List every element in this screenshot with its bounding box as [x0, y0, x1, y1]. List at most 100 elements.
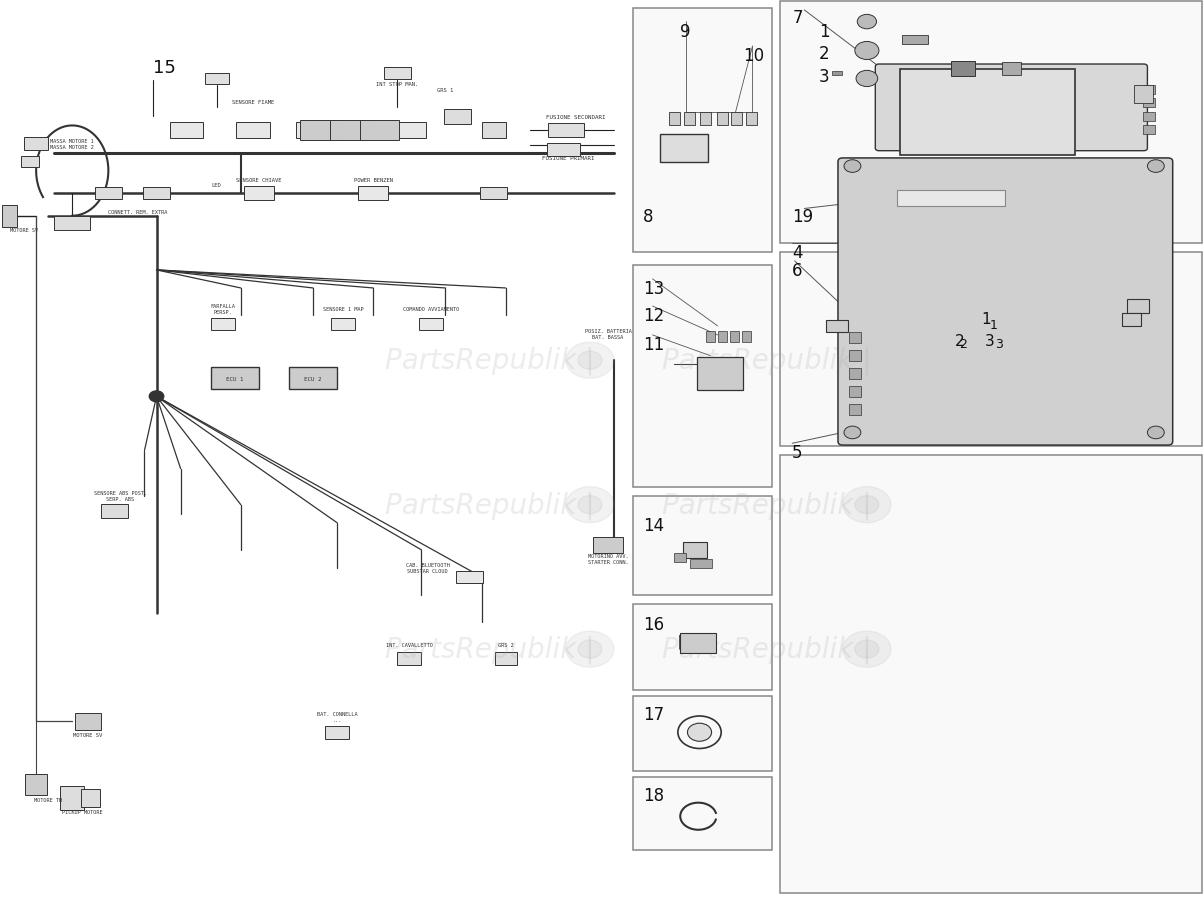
Circle shape [578, 352, 602, 370]
Bar [951, 62, 975, 77]
Bar [780, 253, 1202, 446]
Bar [706, 332, 714, 343]
Text: LED: LED [212, 182, 222, 188]
Bar [897, 190, 1005, 207]
Bar [1143, 86, 1155, 95]
Circle shape [578, 640, 602, 658]
Text: SENSORE CHIAVE: SENSORE CHIAVE [236, 178, 282, 183]
Text: 8: 8 [643, 207, 654, 226]
Text: 3: 3 [985, 334, 995, 349]
Text: MOTORINO AVV.
STARTER CONN.: MOTORINO AVV. STARTER CONN. [588, 554, 628, 565]
Text: FARFALLA
PERSP.: FARFALLA PERSP. [211, 304, 235, 315]
Text: 5: 5 [792, 444, 803, 462]
Circle shape [1147, 161, 1164, 173]
Text: 9: 9 [680, 23, 691, 41]
Bar [331, 318, 355, 331]
Bar [344, 123, 378, 139]
Bar [1143, 99, 1155, 108]
Text: POSIZ. BATTERIA
BAT. BASSA: POSIZ. BATTERIA BAT. BASSA [585, 328, 631, 339]
Circle shape [855, 496, 879, 514]
Text: 19: 19 [792, 207, 814, 226]
Circle shape [566, 343, 614, 379]
Text: 17: 17 [643, 705, 665, 723]
Bar [700, 113, 710, 125]
Text: PartsRepublik |: PartsRepublik | [385, 346, 595, 375]
Bar [205, 74, 229, 85]
Text: INT. CAVALLETTO: INT. CAVALLETTO [386, 642, 432, 648]
Bar [1002, 63, 1021, 76]
Bar [1143, 126, 1155, 135]
Text: 2: 2 [819, 45, 830, 63]
Circle shape [843, 343, 891, 379]
Bar [716, 113, 727, 125]
Bar [358, 187, 388, 200]
Bar [54, 216, 90, 231]
Text: 7: 7 [792, 9, 803, 27]
Circle shape [843, 487, 891, 523]
Text: 1: 1 [990, 318, 997, 331]
Circle shape [844, 161, 861, 173]
Circle shape [566, 487, 614, 523]
Bar [236, 123, 270, 139]
Circle shape [1147, 427, 1164, 439]
Bar [243, 187, 273, 200]
Bar [730, 332, 738, 343]
Circle shape [844, 427, 861, 439]
Bar [1143, 113, 1155, 122]
Circle shape [855, 640, 879, 658]
Bar [674, 553, 686, 562]
Bar [101, 505, 128, 518]
Bar [849, 333, 861, 344]
Text: CONNETT. REM. EXTRA: CONNETT. REM. EXTRA [108, 209, 167, 215]
Text: 2: 2 [955, 334, 964, 349]
Bar [592, 538, 622, 554]
Bar [633, 696, 772, 771]
Text: MASSA MOTORE 1
MASSA MOTORE 2: MASSA MOTORE 1 MASSA MOTORE 2 [51, 139, 94, 150]
Bar [330, 121, 368, 141]
Bar [849, 369, 861, 380]
Bar [849, 387, 861, 398]
Bar [456, 571, 483, 584]
Bar [780, 2, 1202, 244]
Text: MOTORE SV: MOTORE SV [10, 227, 37, 233]
Bar [633, 604, 772, 690]
Text: POWER BENZEN: POWER BENZEN [354, 178, 393, 183]
Bar [660, 135, 708, 162]
Bar [384, 68, 411, 80]
Bar [849, 351, 861, 362]
Circle shape [857, 15, 877, 30]
Text: 14: 14 [643, 516, 665, 534]
Text: 6: 6 [792, 262, 803, 280]
Text: PartsRepublik |: PartsRepublik | [385, 491, 595, 520]
Bar [633, 778, 772, 850]
Text: INT STOP MAN.: INT STOP MAN. [376, 82, 419, 87]
Bar [547, 144, 580, 157]
Bar [81, 789, 100, 807]
Bar [849, 405, 861, 416]
Bar [690, 559, 712, 568]
Text: MOTORE SV: MOTORE SV [73, 732, 102, 738]
Bar [296, 123, 330, 139]
Text: COMANDO AVVIAMENTO: COMANDO AVVIAMENTO [403, 307, 459, 312]
Bar [495, 652, 517, 665]
Text: 3: 3 [819, 68, 830, 86]
Bar [731, 113, 742, 125]
Bar [95, 188, 122, 200]
Bar [211, 318, 235, 331]
Text: 4: 4 [792, 244, 803, 262]
Circle shape [856, 71, 878, 87]
Bar [1134, 86, 1153, 104]
Text: 18: 18 [643, 787, 665, 805]
Text: MOTORE TH: MOTORE TH [34, 797, 63, 803]
Text: SENSORE 1 MAP: SENSORE 1 MAP [323, 307, 364, 312]
Bar [24, 138, 48, 151]
Text: 15: 15 [153, 59, 176, 77]
Text: SENSORE ABS POST.
SERP. ABS: SENSORE ABS POST. SERP. ABS [94, 491, 147, 502]
Bar [826, 320, 848, 333]
Bar [745, 113, 756, 125]
Bar [902, 36, 928, 45]
Circle shape [578, 496, 602, 514]
Text: BAT. CONNELLA
...: BAT. CONNELLA ... [317, 712, 358, 723]
Bar [669, 113, 679, 125]
Bar [170, 123, 203, 139]
